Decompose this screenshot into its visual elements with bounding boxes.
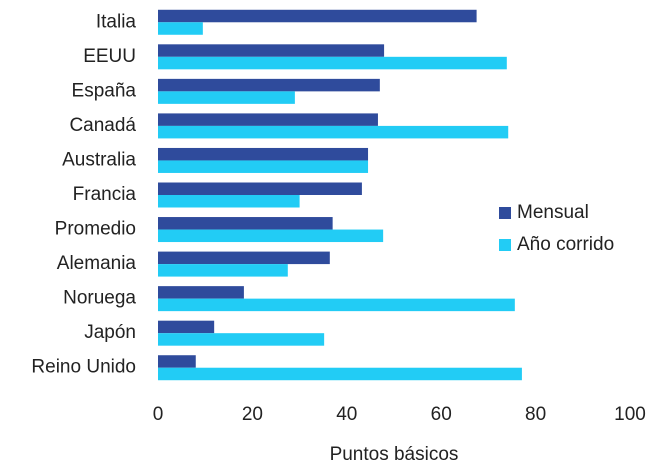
bar [158, 320, 215, 334]
bar [158, 251, 330, 265]
legend-label: Año corrido [517, 234, 614, 255]
y-tick-label: Reino Unido [31, 357, 136, 378]
bar [158, 182, 362, 195]
y-tick-label: EEUU [83, 46, 136, 67]
bar [158, 113, 378, 126]
legend-swatch [499, 207, 511, 219]
x-tick-label: 20 [242, 404, 263, 425]
bar [158, 125, 509, 139]
bar [158, 298, 515, 312]
bar [158, 264, 288, 277]
y-tick-label: Alemania [57, 253, 137, 274]
y-tick-label: Promedio [55, 219, 136, 240]
bar [158, 91, 295, 104]
bar [158, 44, 385, 57]
y-tick-label: Italia [96, 11, 137, 32]
y-tick-label: Noruega [63, 288, 136, 309]
bar [158, 160, 369, 173]
y-tick-label: Francia [73, 184, 137, 205]
bar [158, 56, 507, 70]
bar [158, 333, 325, 346]
bar [158, 286, 244, 299]
bar [158, 22, 203, 35]
legend-label: Mensual [517, 202, 589, 223]
x-tick-label: 40 [336, 404, 357, 425]
bar [158, 229, 384, 243]
x-axis-label: Puntos básicos [330, 444, 459, 465]
bar [158, 367, 522, 381]
x-tick-label: 0 [153, 404, 164, 425]
y-tick-label: Canadá [69, 115, 136, 136]
y-tick-label: Australia [62, 149, 136, 170]
x-tick-label: 60 [431, 404, 452, 425]
x-tick-label: 80 [525, 404, 546, 425]
bar [158, 147, 369, 161]
bar [158, 78, 380, 92]
y-tick-label: Japón [84, 322, 136, 343]
legend-swatch [499, 239, 511, 251]
bar [158, 355, 196, 368]
x-tick-label: 100 [614, 404, 646, 425]
bar [158, 195, 300, 208]
bar [158, 9, 477, 23]
y-tick-label: España [72, 80, 137, 101]
bar [158, 217, 333, 230]
